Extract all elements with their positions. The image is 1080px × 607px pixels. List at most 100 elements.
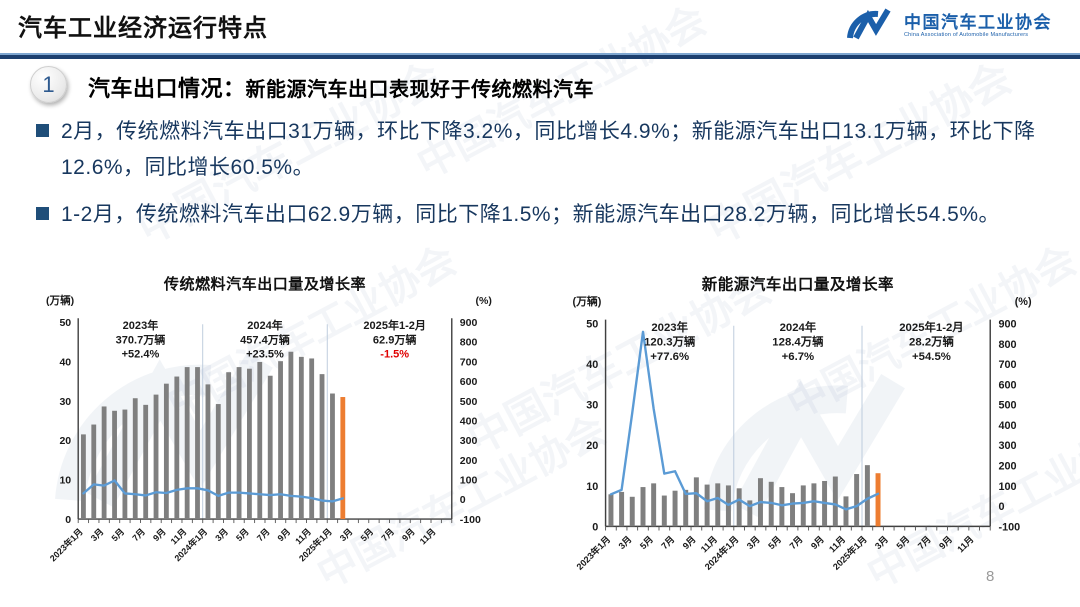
svg-text:2025年1-2月: 2025年1-2月: [363, 318, 426, 332]
svg-text:7月: 7月: [255, 526, 272, 543]
svg-text:100: 100: [998, 481, 1016, 493]
svg-text:2025年1-2月: 2025年1-2月: [899, 320, 963, 334]
svg-text:62.9万辆: 62.9万辆: [373, 332, 417, 346]
svg-text:300: 300: [998, 440, 1016, 452]
svg-text:9月: 9月: [151, 526, 168, 543]
svg-text:9月: 9月: [400, 526, 417, 543]
svg-text:120.3万辆: 120.3万辆: [644, 334, 696, 348]
svg-text:0: 0: [460, 494, 466, 506]
svg-text:3月: 3月: [873, 534, 890, 551]
svg-text:7月: 7月: [379, 526, 396, 543]
header-divider: [0, 53, 1080, 59]
svg-text:2024年: 2024年: [247, 318, 283, 332]
svg-text:50: 50: [586, 319, 598, 331]
svg-text:9月: 9月: [276, 526, 293, 543]
svg-text:2023年1月: 2023年1月: [47, 526, 85, 564]
svg-text:0: 0: [592, 521, 598, 533]
svg-text:0: 0: [998, 501, 1004, 513]
logo-name-en: China Association of Automobile Manufact…: [904, 32, 1029, 39]
svg-text:+77.6%: +77.6%: [650, 351, 689, 363]
svg-text:5月: 5月: [110, 526, 127, 543]
bullet-text: 1-2月，传统燃料汽车出口62.9万辆，同比下降1.5%；新能源汽车出口28.2…: [61, 203, 1001, 227]
svg-text:700: 700: [998, 359, 1016, 371]
svg-text:-100: -100: [998, 521, 1020, 533]
bullet-square-icon: [36, 124, 49, 137]
svg-text:5月: 5月: [638, 534, 655, 551]
svg-text:50: 50: [59, 317, 71, 329]
svg-text:500: 500: [460, 396, 478, 408]
svg-text:3月: 3月: [745, 534, 762, 551]
caam-logo: 中国汽车工业协会 China Association of Automobile…: [844, 8, 1052, 44]
svg-text:3月: 3月: [89, 526, 106, 543]
logo-name-zh: 中国汽车工业协会: [904, 12, 1052, 32]
svg-text:900: 900: [998, 319, 1016, 331]
svg-text:20: 20: [586, 440, 598, 452]
svg-text:800: 800: [998, 339, 1016, 351]
bullet-item: 1-2月，传统燃料汽车出口62.9万辆，同比下降1.5%；新能源汽车出口28.2…: [36, 197, 1056, 233]
svg-text:30: 30: [586, 400, 598, 412]
svg-text:(%): (%): [476, 295, 492, 307]
svg-text:40: 40: [59, 356, 71, 368]
svg-text:5月: 5月: [359, 526, 376, 543]
svg-text:200: 200: [460, 455, 478, 467]
svg-text:400: 400: [998, 420, 1016, 432]
caam-logo-icon: [847, 8, 891, 40]
svg-text:20: 20: [59, 435, 71, 447]
svg-text:(万辆): (万辆): [46, 294, 74, 307]
chart-svg: 传统燃料汽车出口量及增长率 (万辆) (%) 0 10 20 30 40 50 900 800 700…: [46, 275, 492, 564]
svg-text:新能源汽车出口量及增长率: 新能源汽车出口量及增长率: [702, 275, 894, 294]
svg-text:40: 40: [586, 359, 598, 371]
svg-text:5月: 5月: [766, 534, 783, 551]
svg-text:11月: 11月: [955, 534, 975, 554]
section-heading-main: 汽车出口情况：: [88, 76, 246, 101]
section-heading-sub: 新能源汽车出口表现好于传统燃料汽车: [245, 79, 595, 101]
svg-text:2024年: 2024年: [780, 320, 817, 334]
bullet-item: 2月，传统燃料汽车出口31万辆，环比下降3.2%，同比增长4.9%；新能源汽车出…: [36, 114, 1056, 186]
svg-text:600: 600: [460, 376, 478, 388]
bullet-text: 2月，传统燃料汽车出口31万辆，环比下降3.2%，同比增长4.9%；新能源汽车出…: [61, 120, 1036, 180]
svg-text:5月: 5月: [234, 526, 251, 543]
svg-text:700: 700: [460, 356, 478, 368]
svg-text:7月: 7月: [916, 534, 933, 551]
svg-text:传统燃料汽车出口量及增长率: 传统燃料汽车出口量及增长率: [163, 275, 366, 293]
svg-text:30: 30: [59, 396, 71, 408]
svg-text:+23.5%: +23.5%: [246, 348, 284, 360]
svg-text:7月: 7月: [788, 534, 805, 551]
svg-text:3月: 3月: [617, 534, 634, 551]
svg-text:600: 600: [998, 379, 1016, 391]
svg-text:2023年: 2023年: [123, 318, 159, 332]
section-number-badge: 1: [30, 66, 67, 103]
svg-text:800: 800: [460, 337, 478, 349]
svg-text:0: 0: [65, 514, 71, 526]
svg-text:3月: 3月: [338, 526, 355, 543]
svg-text:457.4万辆: 457.4万辆: [240, 332, 290, 346]
svg-text:10: 10: [59, 474, 71, 486]
svg-text:9月: 9月: [681, 534, 698, 551]
svg-text:400: 400: [460, 415, 478, 427]
svg-text:-1.5%: -1.5%: [380, 348, 409, 360]
svg-text:(万辆): (万辆): [572, 294, 601, 308]
svg-text:28.2万辆: 28.2万辆: [909, 334, 954, 348]
svg-text:900: 900: [460, 317, 478, 329]
svg-text:128.4万辆: 128.4万辆: [772, 334, 824, 348]
svg-text:7月: 7月: [659, 534, 676, 551]
page-number: 8: [986, 568, 995, 585]
svg-text:7月: 7月: [130, 526, 147, 543]
chart-traditional-fuel-exports: 传统燃料汽车出口量及增长率 (万辆) (%) 0 10 20 30 40 50 900 800 700…: [32, 272, 504, 573]
svg-text:+6.7%: +6.7%: [782, 351, 815, 363]
chart-svg: 新能源汽车出口量及增长率 (万辆) (%) 0 10 20 30 40 50 900 800 700 6…: [572, 275, 1032, 572]
svg-text:2023年: 2023年: [651, 320, 688, 334]
svg-text:3月: 3月: [213, 526, 230, 543]
svg-text:9月: 9月: [937, 534, 954, 551]
svg-text:370.7万辆: 370.7万辆: [116, 332, 166, 346]
svg-text:500: 500: [998, 400, 1016, 412]
page-title: 汽车工业经济运行特点: [18, 15, 268, 42]
bullet-square-icon: [36, 207, 49, 221]
svg-text:2023年1月: 2023年1月: [574, 533, 612, 571]
svg-text:(%): (%): [1015, 296, 1032, 308]
chart-nev-exports: 新能源汽车出口量及增长率 (万辆) (%) 0 10 20 30 40 50 900 800 700 6…: [558, 272, 1044, 582]
svg-text:5月: 5月: [894, 534, 911, 551]
svg-text:10: 10: [586, 481, 598, 493]
svg-text:11月: 11月: [418, 526, 438, 546]
svg-text:200: 200: [998, 460, 1016, 472]
